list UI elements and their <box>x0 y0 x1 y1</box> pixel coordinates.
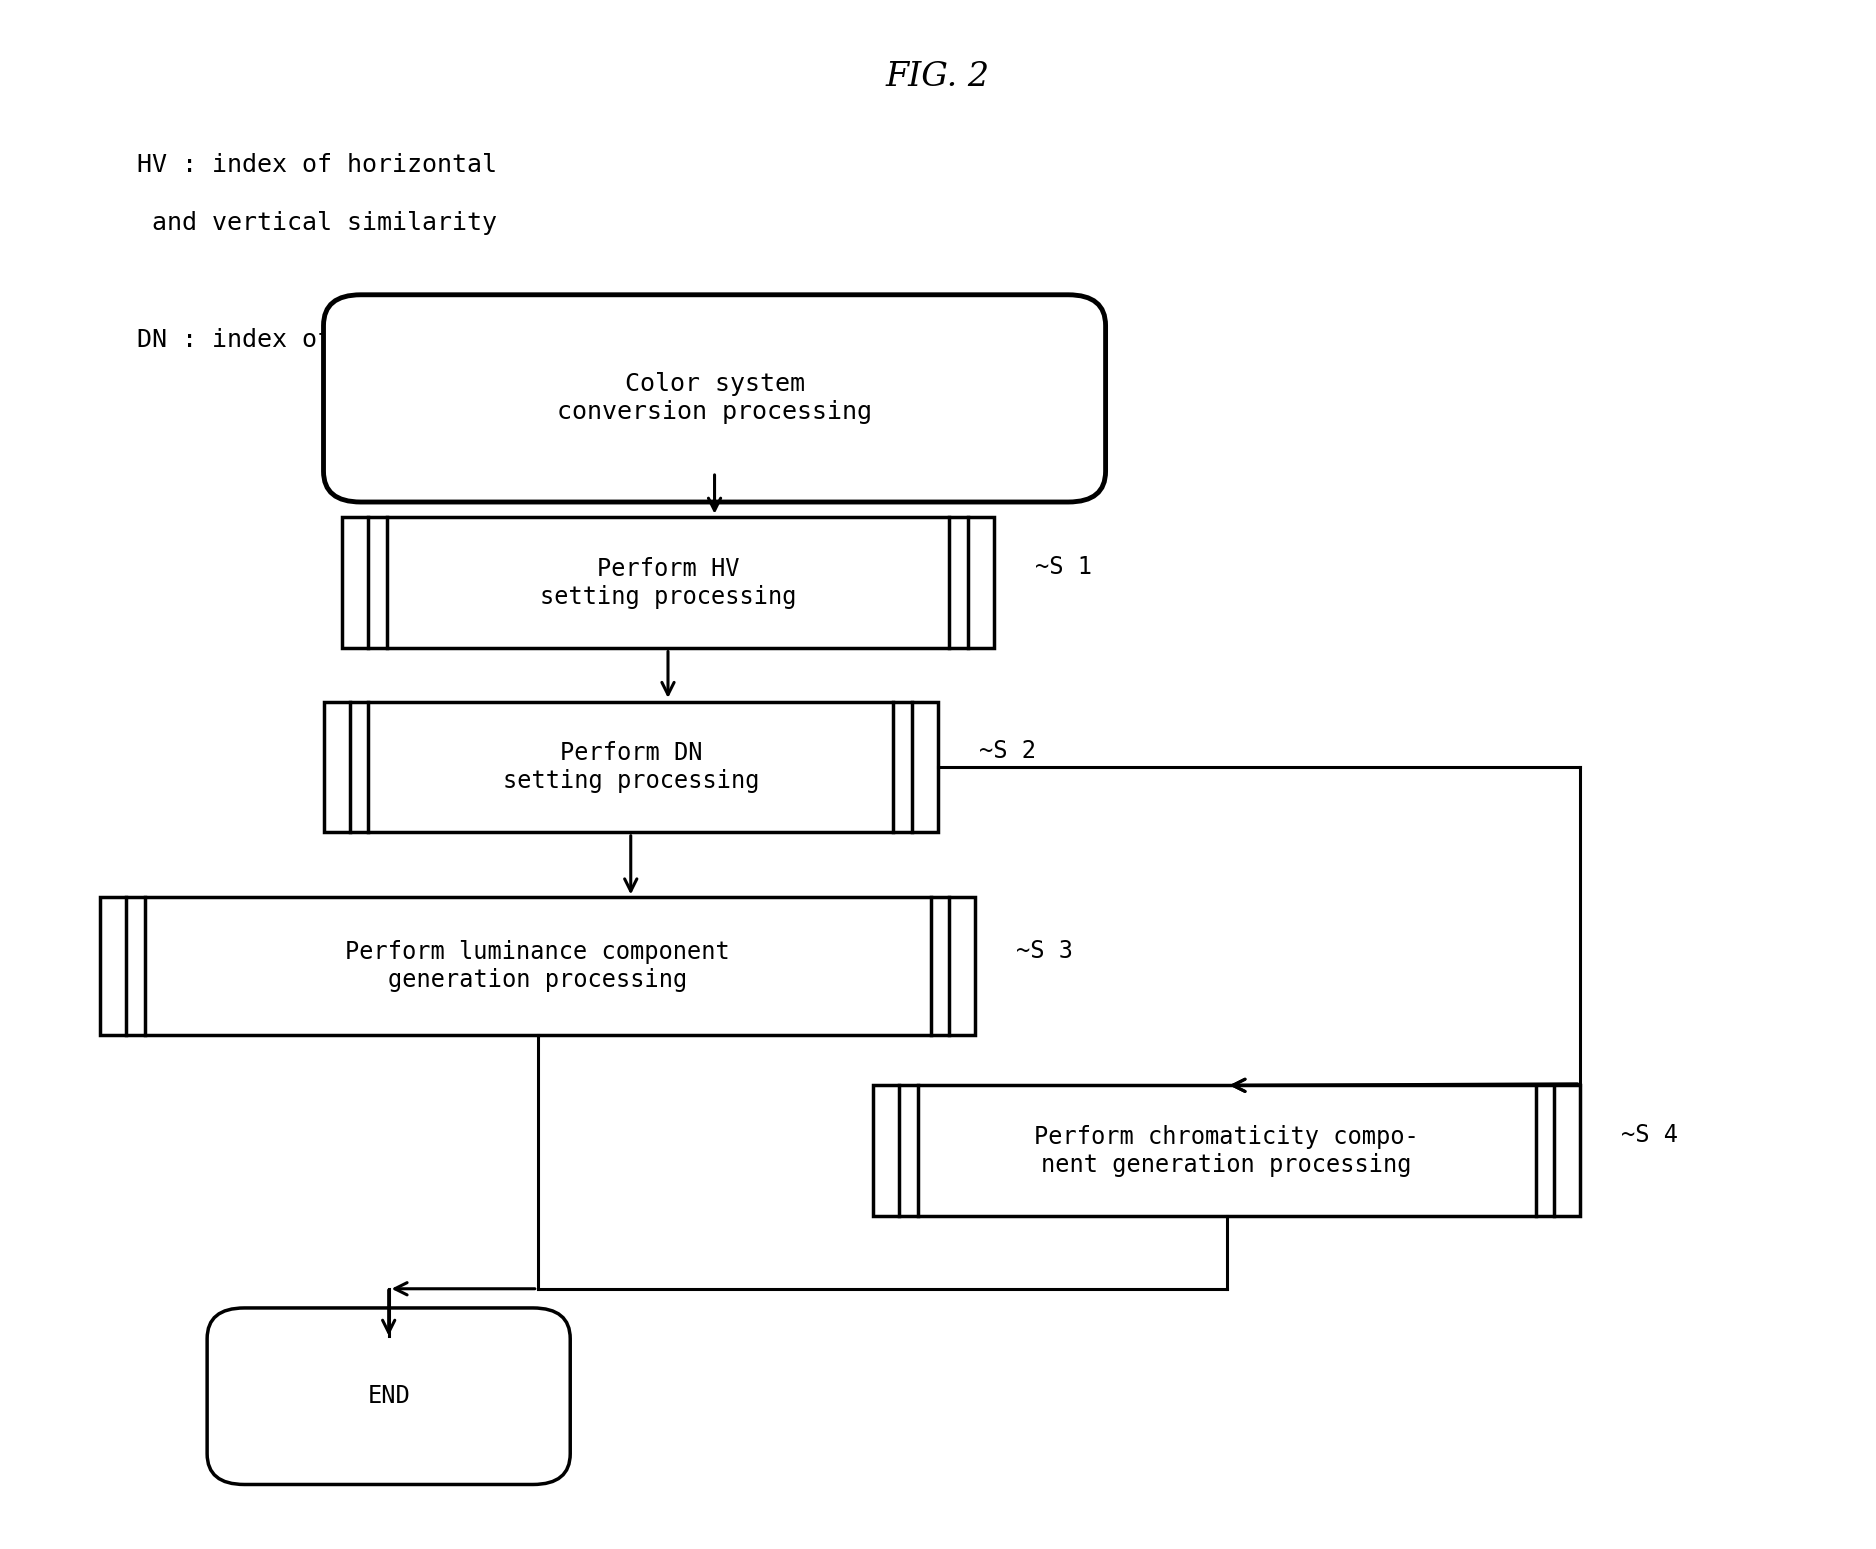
Text: DN : index of diagonal similarity: DN : index of diagonal similarity <box>137 328 632 352</box>
Text: ~S 2: ~S 2 <box>979 739 1036 764</box>
Bar <box>323 702 938 832</box>
Bar <box>341 517 994 647</box>
Text: FIG. 2: FIG. 2 <box>885 60 991 93</box>
Text: Color system
conversion processing: Color system conversion processing <box>557 372 872 424</box>
Text: Perform HV
setting processing: Perform HV setting processing <box>540 556 795 609</box>
FancyBboxPatch shape <box>206 1307 570 1484</box>
Bar <box>872 1086 1580 1216</box>
Text: HV : index of horizontal: HV : index of horizontal <box>137 153 497 177</box>
Text: ~S 1: ~S 1 <box>1036 555 1092 579</box>
Text: and vertical similarity: and vertical similarity <box>137 211 497 235</box>
Text: Perform luminance component
generation processing: Perform luminance component generation p… <box>345 940 730 993</box>
FancyBboxPatch shape <box>323 294 1105 502</box>
Text: END: END <box>368 1385 411 1408</box>
Text: Perform DN
setting processing: Perform DN setting processing <box>503 740 760 793</box>
Text: ~S 4: ~S 4 <box>1621 1123 1679 1148</box>
Bar <box>99 897 976 1035</box>
Text: Perform chromaticity compo-
nent generation processing: Perform chromaticity compo- nent generat… <box>1034 1125 1418 1177</box>
Text: ~S 3: ~S 3 <box>1017 939 1073 963</box>
